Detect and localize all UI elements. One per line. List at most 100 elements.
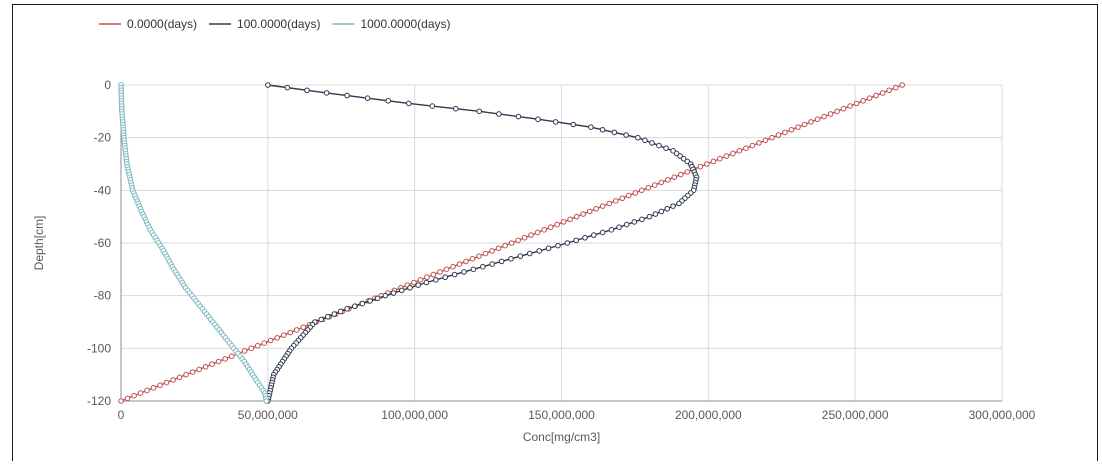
data-point (476, 253, 482, 259)
data-point (658, 179, 665, 186)
data-point (769, 134, 775, 141)
chart-panel: 0 50,000,000 100,000,000 150,000,000 200,000… (12, 4, 1098, 461)
series-layer (118, 82, 905, 404)
data-point (280, 332, 287, 338)
data-point (782, 129, 788, 136)
data-point (547, 224, 554, 230)
data-point (545, 245, 552, 252)
data-point (535, 116, 541, 123)
data-point (144, 387, 150, 394)
series-1 (265, 82, 700, 404)
data-point (573, 237, 579, 244)
data-point (710, 158, 717, 165)
data-point (304, 87, 310, 94)
grid (120, 84, 1003, 402)
data-point (170, 377, 176, 383)
data-point (671, 174, 678, 180)
data-point (265, 82, 271, 88)
data-point (892, 84, 899, 91)
data-point (632, 190, 639, 196)
data-point (873, 92, 879, 99)
x-tick-label: 300,000,000 (969, 408, 1036, 422)
data-point (593, 205, 600, 212)
y-tick-label: 0 (104, 78, 111, 92)
data-point (489, 261, 495, 267)
data-point (808, 119, 814, 125)
data-point (318, 316, 325, 323)
data-point (555, 242, 561, 249)
data-point (442, 274, 449, 281)
y-tick-label: -40 (94, 183, 112, 197)
data-point (717, 155, 723, 162)
data-point (528, 232, 534, 238)
data-point (608, 227, 615, 233)
data-point (495, 245, 502, 252)
data-point (534, 229, 541, 236)
data-point (756, 140, 762, 146)
data-point (788, 126, 795, 133)
data-point (430, 271, 437, 278)
data-point (704, 161, 710, 167)
data-point (405, 100, 412, 107)
axes: 0 50,000,000 100,000,000 150,000,000 200,000… (87, 78, 1036, 422)
data-point (814, 116, 821, 123)
data-point (450, 263, 456, 270)
data-point (623, 132, 629, 138)
data-point (517, 253, 524, 259)
data-point (222, 356, 228, 362)
data-point (209, 361, 215, 367)
data-point (599, 229, 606, 236)
data-point (508, 256, 514, 262)
data-point (482, 250, 489, 257)
data-point (676, 200, 682, 207)
data-point (646, 213, 653, 220)
data-point (183, 371, 189, 378)
data-point (623, 221, 630, 228)
data-point (743, 145, 749, 151)
data-point (263, 398, 270, 404)
data-point (498, 258, 505, 265)
data-point (639, 216, 645, 223)
data-point (612, 198, 619, 204)
data-point (664, 205, 671, 212)
y-tick-label: -60 (94, 236, 112, 250)
data-point (586, 208, 593, 215)
x-tick-label: 50,000,000 (238, 408, 298, 422)
data-point (606, 200, 613, 207)
data-point (228, 353, 235, 360)
data-point (619, 195, 626, 202)
data-point (359, 300, 366, 307)
data-point (552, 119, 559, 125)
data-point (515, 113, 522, 120)
data-point (860, 98, 866, 104)
data-point (254, 342, 261, 349)
data-point (469, 256, 476, 262)
data-point (684, 169, 691, 175)
data-point (749, 142, 756, 149)
legend: 0.0000(days) 100.0000(days) 1000.0000(days… (99, 17, 451, 31)
data-point (554, 221, 560, 228)
data-point (367, 298, 373, 304)
data-point (834, 108, 840, 115)
data-point (599, 203, 606, 209)
data-point (496, 111, 502, 117)
data-point (697, 163, 704, 170)
data-point (651, 182, 658, 188)
data-point (137, 390, 144, 396)
data-point (344, 92, 350, 99)
data-point (658, 208, 665, 215)
data-point (638, 187, 645, 194)
x-tick-label: 0 (118, 408, 125, 422)
y-tick-label: -100 (87, 341, 111, 355)
data-point (364, 95, 371, 101)
data-point (879, 90, 886, 96)
data-point (489, 248, 495, 254)
data-point (670, 148, 676, 154)
data-point (631, 219, 638, 225)
data-point (241, 348, 248, 354)
data-point (625, 192, 632, 199)
data-point (323, 90, 330, 96)
data-point (293, 327, 300, 333)
data-point (351, 303, 358, 310)
data-point (344, 306, 350, 312)
